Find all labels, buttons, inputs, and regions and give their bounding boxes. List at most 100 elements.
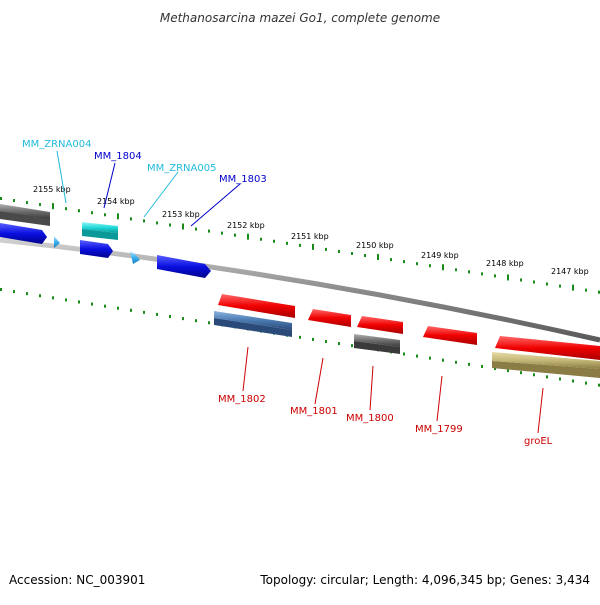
minor-tick xyxy=(598,383,600,387)
callout-line xyxy=(242,346,249,392)
gene-feature-gray-mm1800[interactable] xyxy=(354,334,400,354)
minor-tick xyxy=(104,304,106,308)
minor-tick xyxy=(533,373,535,377)
major-tick xyxy=(117,213,119,220)
minor-tick xyxy=(351,251,353,255)
gene-feature-olive-groel[interactable] xyxy=(492,352,600,378)
minor-tick xyxy=(156,221,158,225)
minor-tick xyxy=(65,207,67,211)
major-tick xyxy=(442,264,444,271)
minor-tick xyxy=(143,219,145,223)
minor-tick xyxy=(468,362,470,366)
minor-tick xyxy=(455,268,457,272)
kbp-label: 2150 kbp xyxy=(356,241,394,250)
minor-tick xyxy=(533,280,535,284)
minor-tick xyxy=(559,377,561,381)
minor-tick xyxy=(481,364,483,368)
kbp-label: 2151 kbp xyxy=(291,232,329,241)
callout-line xyxy=(190,183,241,227)
gene-feature-red-groel[interactable] xyxy=(495,336,600,360)
tick-row-upper xyxy=(0,197,600,294)
minor-tick xyxy=(325,247,327,251)
gene-feature-red-mm1801[interactable] xyxy=(308,309,351,327)
gene-label-mm-1800[interactable]: MM_1800 xyxy=(346,413,394,424)
minor-tick xyxy=(351,344,353,348)
gene-label-mm-1802[interactable]: MM_1802 xyxy=(218,394,266,405)
major-tick xyxy=(312,243,314,250)
minor-tick xyxy=(39,203,41,207)
upper-strand-features xyxy=(0,204,211,278)
minor-tick xyxy=(416,354,418,358)
gene-feature-red-mm1799[interactable] xyxy=(423,326,477,345)
callout-lines xyxy=(56,150,544,434)
minor-tick xyxy=(143,310,145,314)
minor-tick xyxy=(520,371,522,375)
minor-tick xyxy=(494,367,496,371)
kbp-label: 2155 kbp xyxy=(33,185,71,194)
minor-tick xyxy=(130,308,132,312)
kbp-label: 2153 kbp xyxy=(162,210,200,219)
kbp-label: 2154 kbp xyxy=(97,197,135,206)
gene-feature-red-mm1800[interactable] xyxy=(357,316,403,334)
gene-feature-steel-mm1802[interactable] xyxy=(214,311,292,337)
minor-tick xyxy=(195,319,197,323)
minor-tick xyxy=(13,199,15,203)
kbp-label: 2147 kbp xyxy=(551,267,589,276)
kbp-scale: 2155 kbp 2154 kbp 2153 kbp 2152 kbp 2151… xyxy=(33,185,589,276)
lower-strand-features xyxy=(214,294,600,378)
minor-tick xyxy=(585,381,587,385)
gene-feature-lightblue-small-1[interactable] xyxy=(54,236,60,248)
gene-feature-blue-left[interactable] xyxy=(0,223,47,244)
major-tick xyxy=(52,203,54,210)
minor-tick xyxy=(26,201,28,205)
minor-tick xyxy=(169,315,171,319)
callout-line xyxy=(369,365,374,411)
minor-tick xyxy=(26,292,28,296)
minor-tick xyxy=(91,302,93,306)
gene-label-mm-zrna005[interactable]: MM_ZRNA005 xyxy=(147,163,216,174)
minor-tick xyxy=(65,298,67,302)
accession-text: Accession: NC_003901 xyxy=(9,573,146,587)
genome-summary-text: Topology: circular; Length: 4,096,345 bp… xyxy=(260,573,590,587)
gene-feature-red-mm1802[interactable] xyxy=(218,294,295,318)
minor-tick xyxy=(325,340,327,343)
gene-label-mm-1799[interactable]: MM_1799 xyxy=(415,424,463,435)
major-tick xyxy=(182,223,184,230)
minor-tick xyxy=(364,254,366,258)
gene-feature-blue-mm1803[interactable] xyxy=(157,255,211,278)
major-tick xyxy=(377,254,379,261)
minor-tick xyxy=(78,209,80,213)
kbp-label: 2148 kbp xyxy=(486,259,524,268)
minor-tick xyxy=(572,379,574,383)
minor-tick xyxy=(403,352,405,356)
minor-tick xyxy=(195,227,197,231)
minor-tick xyxy=(494,274,496,278)
minor-tick xyxy=(546,282,548,286)
gene-label-mm-1803[interactable]: MM_1803 xyxy=(219,174,267,185)
minor-tick xyxy=(442,358,444,362)
minor-tick xyxy=(221,231,223,235)
minor-tick xyxy=(130,217,132,221)
major-tick xyxy=(247,233,249,240)
map-title: Methanosarcina mazei Go1, complete genom… xyxy=(160,11,440,25)
gene-label-groel[interactable]: groEL xyxy=(524,436,553,447)
gene-label-mm-1801[interactable]: MM_1801 xyxy=(290,406,338,417)
gene-feature-cyan-zrna004[interactable] xyxy=(82,222,118,240)
callout-line xyxy=(436,375,443,422)
minor-tick xyxy=(0,288,2,291)
minor-tick xyxy=(546,375,548,379)
minor-tick xyxy=(169,223,171,227)
minor-tick xyxy=(273,239,275,243)
kbp-label: 2149 kbp xyxy=(421,251,459,260)
gene-feature-blue-mm1804[interactable] xyxy=(80,240,113,258)
minor-tick xyxy=(312,337,314,341)
gene-labels: MM_ZRNA004 MM_1804 MM_ZRNA005 MM_1803 MM… xyxy=(22,139,553,447)
major-tick xyxy=(572,284,574,291)
gene-label-mm-1804[interactable]: MM_1804 xyxy=(94,151,142,162)
minor-tick xyxy=(78,300,80,304)
gene-feature-lightblue-small-2[interactable] xyxy=(130,251,140,264)
gene-label-mm-zrna004[interactable]: MM_ZRNA004 xyxy=(22,139,91,150)
minor-tick xyxy=(598,290,600,294)
gene-feature-gray-left[interactable] xyxy=(0,204,50,226)
minor-tick xyxy=(299,243,301,247)
